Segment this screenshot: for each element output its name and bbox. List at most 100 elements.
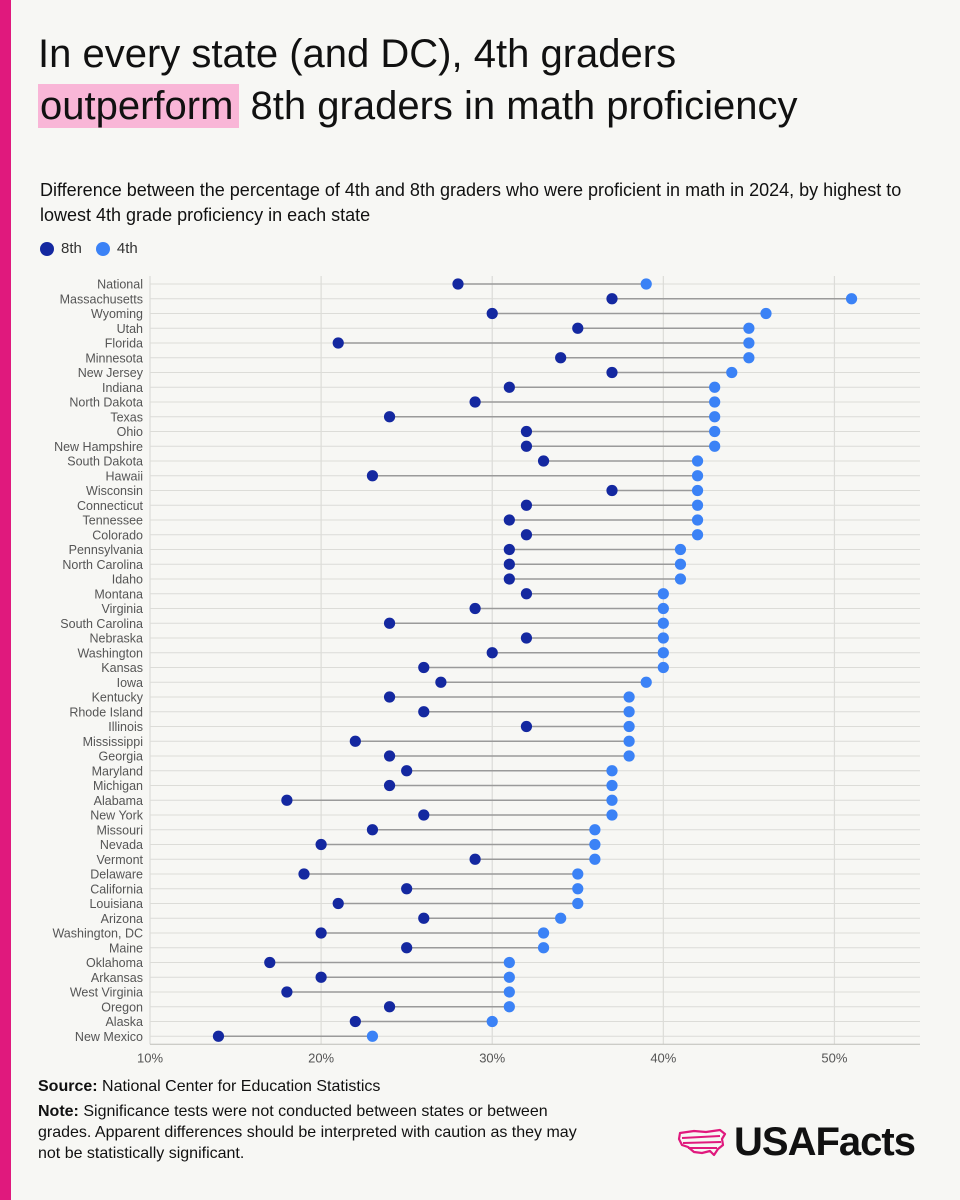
point-8th (401, 883, 413, 895)
point-8th (281, 986, 293, 998)
state-label: Ohio (117, 425, 143, 439)
x-tick-label: 30% (479, 1050, 505, 1065)
state-label: Kentucky (92, 691, 144, 705)
point-4th (709, 381, 721, 393)
legend-item-4th: 4th (95, 240, 138, 257)
source-label: Source: (38, 1078, 98, 1095)
point-8th (332, 897, 344, 910)
state-label: Florida (105, 337, 143, 351)
point-4th (537, 927, 550, 939)
state-label: South Dakota (67, 455, 143, 469)
point-4th (503, 971, 515, 983)
point-4th (503, 956, 515, 969)
point-4th (623, 720, 635, 733)
point-8th (383, 691, 396, 703)
title-highlight: outperform (38, 84, 240, 128)
point-8th (212, 1030, 225, 1042)
point-4th (691, 455, 704, 467)
point-4th (589, 838, 601, 851)
point-8th (503, 381, 515, 393)
point-4th (640, 278, 652, 290)
state-label: Louisiana (89, 897, 143, 911)
point-4th (657, 632, 669, 644)
point-4th (845, 293, 858, 305)
x-tick-label: 20% (308, 1050, 334, 1065)
chart-title: In every state (and DC), 4th graders outp… (38, 28, 938, 132)
footer: Source: National Center for Education St… (38, 1076, 598, 1168)
legend-label-4th: 4th (116, 240, 138, 257)
state-label: Oklahoma (86, 956, 143, 970)
state-label: North Dakota (69, 396, 143, 410)
state-label: Wyoming (91, 307, 143, 321)
state-label: Indiana (102, 381, 143, 395)
point-8th (315, 927, 327, 939)
point-4th (657, 661, 669, 674)
point-8th (349, 735, 361, 747)
point-4th (589, 824, 601, 836)
point-8th (469, 602, 481, 615)
state-label: Kansas (101, 661, 143, 675)
point-8th (281, 794, 293, 806)
point-8th (264, 956, 276, 969)
point-4th (709, 425, 721, 438)
point-8th (349, 1015, 361, 1028)
point-4th (709, 440, 721, 452)
point-8th (486, 647, 498, 659)
state-label: Oregon (101, 1000, 143, 1014)
state-label: Massachusetts (60, 292, 143, 306)
point-8th (401, 942, 413, 954)
point-4th (623, 706, 635, 718)
dumbbell-chart: 10% 20% 30% 40% 50% NationalMassachusettsWyom… (52, 276, 920, 1065)
source-text: National Center for Education Statistics (102, 1078, 381, 1095)
point-8th (503, 543, 515, 556)
point-4th (691, 470, 704, 482)
legend-label-8th: 8th (61, 240, 82, 257)
point-8th (418, 912, 430, 924)
note-label: Note: (38, 1103, 79, 1120)
x-tick-label: 10% (137, 1050, 163, 1065)
point-8th (520, 588, 533, 600)
point-4th (709, 411, 721, 423)
point-8th (383, 750, 396, 762)
state-label: Arkansas (91, 971, 143, 985)
state-label: West Virginia (70, 986, 143, 1000)
source-line: Source: National Center for Education St… (38, 1076, 598, 1097)
point-4th (726, 366, 738, 379)
state-label: Nebraska (90, 632, 144, 646)
state-label: Arizona (101, 912, 143, 926)
note-text: Significance tests were not conducted be… (38, 1103, 577, 1162)
point-4th (606, 809, 618, 821)
point-8th (452, 278, 464, 290)
state-label: Maine (109, 941, 143, 955)
note-line: Note: Significance tests were not conduc… (38, 1101, 598, 1164)
point-8th (520, 529, 533, 541)
state-label: New Hampshire (54, 440, 143, 454)
point-8th (520, 499, 533, 511)
state-label: Connecticut (77, 499, 144, 513)
chart-subtitle: Difference between the percentage of 4th… (40, 180, 902, 225)
state-label: Mississippi (83, 735, 143, 749)
state-label: Delaware (90, 868, 143, 882)
point-8th (315, 971, 327, 983)
x-tick-label: 50% (821, 1050, 847, 1065)
point-4th (657, 602, 669, 615)
point-4th (503, 1001, 515, 1013)
state-label: South Carolina (60, 617, 143, 631)
point-8th (606, 366, 618, 379)
point-4th (691, 514, 704, 526)
point-8th (383, 1001, 396, 1013)
point-8th (418, 661, 430, 674)
point-8th (298, 868, 310, 880)
point-8th (469, 396, 481, 408)
point-4th (572, 897, 584, 910)
point-8th (520, 720, 533, 733)
point-8th (435, 676, 447, 688)
point-4th (486, 1015, 498, 1028)
state-label: Wisconsin (86, 484, 143, 498)
point-8th (503, 558, 515, 570)
x-tick-label: 40% (650, 1050, 676, 1065)
state-label: Minnesota (85, 351, 143, 365)
point-4th (537, 942, 550, 954)
point-4th (606, 765, 618, 777)
point-4th (760, 307, 772, 320)
